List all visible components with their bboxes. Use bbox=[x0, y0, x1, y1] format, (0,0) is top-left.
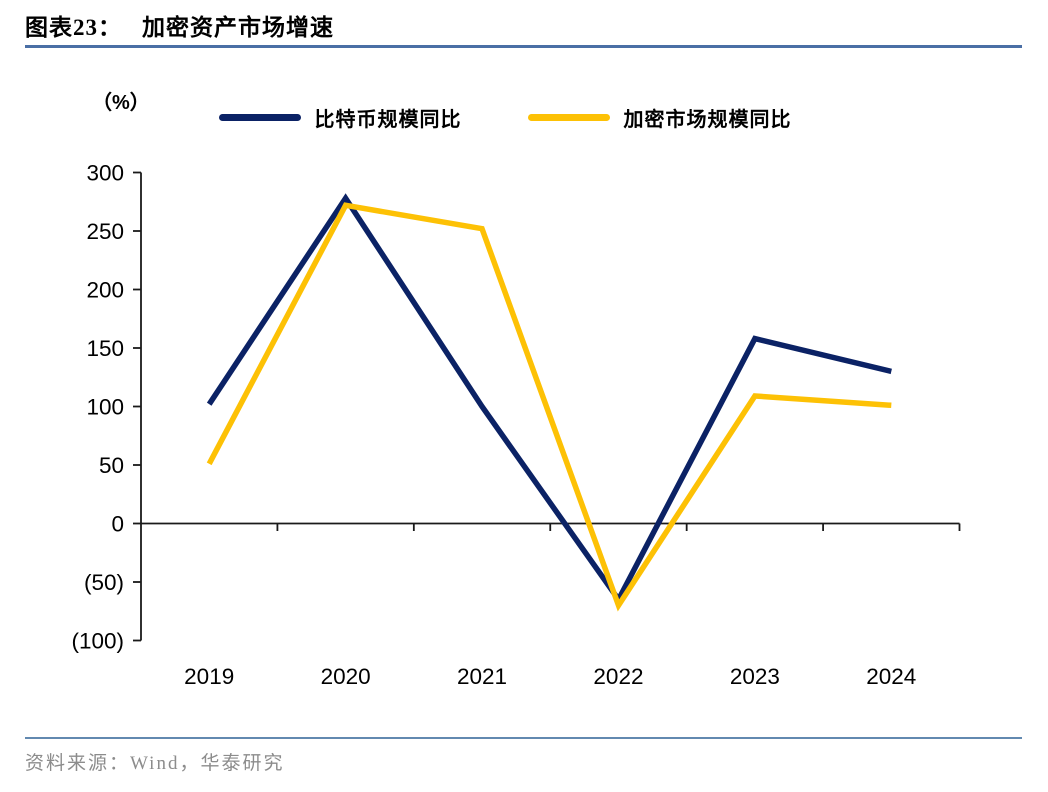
series-line-比特币规模同比 bbox=[206, 193, 892, 605]
footer-divider bbox=[25, 737, 1022, 739]
legend-label-crypto-market: 加密市场规模同比 bbox=[623, 109, 792, 131]
x-tick-label: 2019 bbox=[184, 664, 234, 689]
y-tick-label: (100) bbox=[71, 629, 124, 654]
y-tick-label: 250 bbox=[86, 219, 124, 244]
figure-header: 图表23： 加密资产市场增速 bbox=[25, 8, 334, 42]
y-tick-label: 100 bbox=[86, 395, 124, 420]
x-tick-label: 2021 bbox=[457, 664, 507, 689]
legend-label-bitcoin: 比特币规模同比 bbox=[314, 109, 462, 131]
series-line-加密市场规模同比 bbox=[206, 202, 892, 612]
title-divider bbox=[25, 45, 1022, 48]
figure-number-label: 图表23： bbox=[25, 15, 122, 40]
y-axis-unit-label: （%） bbox=[92, 92, 150, 114]
crypto-market-line-swatch bbox=[527, 114, 610, 121]
y-tick-label: 300 bbox=[86, 161, 124, 186]
legend-item-bitcoin: 比特币规模同比 bbox=[218, 103, 462, 132]
figure-title: 加密资产市场增速 bbox=[142, 15, 334, 40]
source-note: 资料来源：Wind，华泰研究 bbox=[25, 753, 285, 774]
chart-legend: 比特币规模同比 加密市场规模同比 bbox=[0, 103, 1010, 132]
x-tick-label: 2023 bbox=[730, 664, 780, 689]
bitcoin-line-swatch bbox=[218, 114, 301, 121]
x-tick-label: 2024 bbox=[866, 664, 916, 689]
y-tick-label: 0 bbox=[111, 512, 124, 537]
y-tick-label: (50) bbox=[84, 570, 124, 595]
y-tick-label: 150 bbox=[86, 336, 124, 361]
x-tick-label: 2022 bbox=[593, 664, 643, 689]
y-tick-label: 50 bbox=[99, 453, 124, 478]
y-tick-label: 200 bbox=[86, 278, 124, 303]
x-tick-label: 2020 bbox=[321, 664, 371, 689]
legend-item-crypto-market: 加密市场规模同比 bbox=[527, 103, 792, 132]
